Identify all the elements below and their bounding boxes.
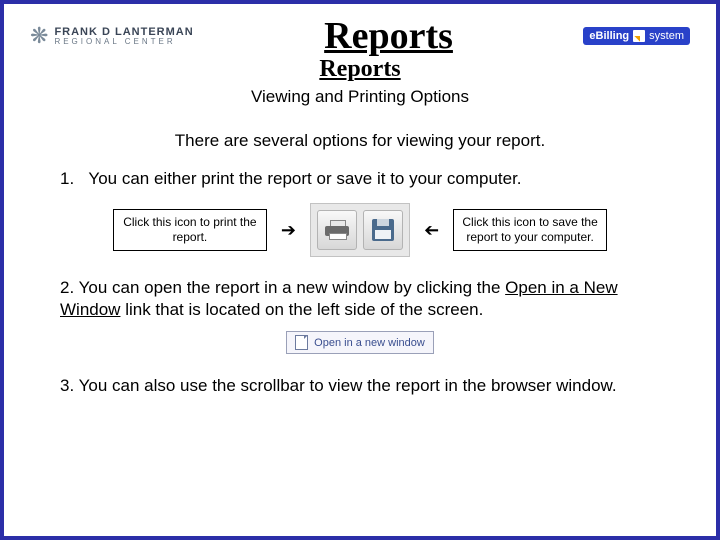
arrow-right-icon: ➔: [281, 220, 296, 241]
icon-row: Click this icon to print the report. ➔ ➔…: [30, 203, 690, 257]
brand-text: FRANK D LANTERMAN REGIONAL CENTER: [54, 27, 193, 46]
print-callout: Click this icon to print the report.: [113, 209, 267, 251]
intro-text: There are several options for viewing yo…: [30, 131, 690, 151]
brand-logo: ❋ FRANK D LANTERMAN REGIONAL CENTER: [30, 25, 194, 47]
section-subtitle: Viewing and Printing Options: [30, 87, 690, 107]
section-title: Reports: [30, 56, 690, 83]
step-3-num: 3.: [60, 376, 74, 395]
arrow-left-icon: ➔: [424, 220, 439, 241]
step-2: 2. You can open the report in a new wind…: [30, 277, 690, 321]
page-icon: [295, 335, 308, 350]
save-button[interactable]: [363, 210, 403, 250]
system-label: system: [649, 30, 684, 42]
slide-frame: ❋ FRANK D LANTERMAN REGIONAL CENTER Repo…: [0, 0, 720, 540]
floppy-disk-icon: [372, 219, 394, 241]
arrow-up-icon: [633, 30, 645, 42]
open-new-window-link[interactable]: Open in a new window: [286, 331, 434, 354]
header-row: ❋ FRANK D LANTERMAN REGIONAL CENTER Repo…: [30, 14, 690, 58]
step-2-text-a: You can open the report in a new window …: [79, 278, 506, 297]
swirl-icon: ❋: [30, 25, 48, 47]
step-1-num: 1.: [60, 169, 84, 189]
step-3: 3. You can also use the scrollbar to vie…: [30, 375, 690, 397]
print-button[interactable]: [317, 210, 357, 250]
step-2-num: 2.: [60, 278, 74, 297]
brand-line1: FRANK D LANTERMAN: [54, 27, 193, 38]
printer-icon: [325, 220, 349, 240]
open-link-label: Open in a new window: [314, 337, 425, 349]
step-1-text: You can either print the report or save …: [88, 169, 521, 188]
brand-line2: REGIONAL CENTER: [54, 38, 193, 46]
page-title: Reports: [204, 14, 574, 58]
step-3-text: You can also use the scrollbar to view t…: [79, 376, 617, 395]
ebilling-badge: eBilling system: [583, 27, 690, 45]
step-2-text-b: link that is located on the left side of…: [120, 300, 483, 319]
open-link-example: Open in a new window: [30, 331, 690, 355]
save-callout: Click this icon to save the report to yo…: [453, 209, 607, 251]
step-1: 1. You can either print the report or sa…: [30, 169, 690, 189]
ebilling-label: eBilling: [589, 30, 629, 42]
report-toolbar: [310, 203, 410, 257]
